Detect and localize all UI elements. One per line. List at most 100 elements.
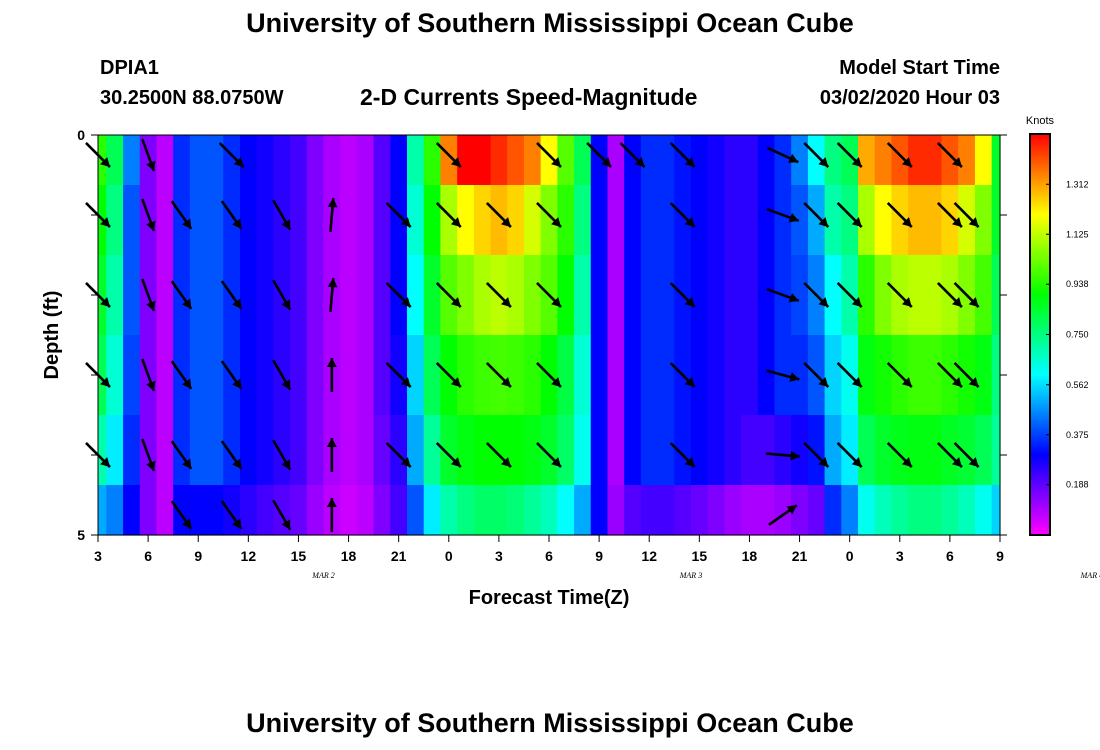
arrow-head bbox=[684, 457, 695, 468]
current-arrow bbox=[170, 200, 193, 230]
heatmap-cell bbox=[707, 185, 725, 256]
heatmap-cell bbox=[824, 255, 842, 336]
colorbar-tick-label: 0.938 bbox=[1066, 279, 1089, 289]
station-id: DPIA1 bbox=[100, 57, 159, 79]
heatmap-cell bbox=[624, 415, 642, 486]
heatmap-cell bbox=[306, 485, 325, 536]
colorbar-tick-label: 0.375 bbox=[1066, 430, 1089, 440]
x-tick-label: 18 bbox=[341, 548, 357, 564]
heatmap-cell bbox=[791, 185, 809, 256]
current-arrow bbox=[836, 142, 863, 168]
arrow-head bbox=[182, 378, 192, 389]
heatmap-cell bbox=[640, 415, 659, 486]
heatmap-cell bbox=[473, 255, 492, 336]
arrow-head bbox=[281, 459, 291, 470]
heatmap-cell bbox=[858, 415, 876, 486]
heatmap-cell bbox=[290, 185, 308, 256]
heatmap-cell bbox=[607, 335, 625, 416]
heatmap-cell bbox=[590, 335, 609, 416]
heatmap-cell bbox=[574, 485, 592, 536]
heatmap-cell bbox=[657, 135, 675, 186]
model-start-label: Model Start Time bbox=[839, 57, 1000, 79]
heatmap-cell bbox=[908, 255, 926, 336]
heatmap-cell bbox=[640, 485, 659, 536]
arrow-head bbox=[684, 377, 695, 388]
heatmap-cell bbox=[824, 485, 842, 536]
heatmap-cell bbox=[874, 255, 893, 336]
heatmap-cell bbox=[373, 485, 391, 536]
heatmap-cell bbox=[624, 335, 642, 416]
heatmap-cell bbox=[407, 335, 425, 416]
arrow-head bbox=[684, 297, 695, 308]
arrow-head bbox=[232, 218, 242, 229]
heatmap-cell bbox=[440, 415, 458, 486]
heatmap-cell bbox=[824, 185, 842, 256]
heatmap-cell bbox=[774, 485, 792, 536]
heatmap-cell bbox=[290, 255, 308, 336]
arrow-head bbox=[182, 458, 192, 469]
heatmap-cell bbox=[557, 335, 575, 416]
heatmap-cell bbox=[206, 135, 224, 186]
heatmap-cell bbox=[523, 185, 542, 256]
heatmap-cell bbox=[991, 185, 1001, 256]
current-arrow bbox=[326, 358, 337, 392]
heatmap-cell bbox=[106, 485, 124, 536]
heatmap-cell bbox=[991, 485, 1001, 536]
heatmap-cell bbox=[98, 415, 107, 486]
x-tick-label: 0 bbox=[846, 548, 854, 564]
current-arrow bbox=[326, 438, 337, 472]
heatmap-cell bbox=[690, 415, 709, 486]
heatmap-cell bbox=[991, 255, 1001, 336]
heatmap-cell bbox=[724, 485, 742, 536]
x-tick-label: 9 bbox=[996, 548, 1004, 564]
arrow-head bbox=[100, 377, 111, 388]
heatmap-cell bbox=[774, 185, 792, 256]
heatmap-cell bbox=[189, 415, 208, 486]
current-arrow bbox=[435, 282, 462, 308]
current-arrow bbox=[141, 278, 156, 312]
heatmap-cell bbox=[590, 135, 609, 186]
current-arrow bbox=[836, 202, 863, 228]
heatmap-cell bbox=[974, 415, 993, 486]
heatmap-cell bbox=[239, 255, 258, 336]
heatmap-cell bbox=[624, 255, 642, 336]
heatmap-cell bbox=[891, 415, 909, 486]
heatmap-cell bbox=[490, 415, 508, 486]
heatmap-cell bbox=[674, 485, 692, 536]
heatmap-cell bbox=[356, 185, 375, 256]
arrow-head bbox=[551, 377, 562, 388]
current-arrows bbox=[85, 138, 980, 532]
heatmap-cell bbox=[490, 135, 508, 186]
heatmap-cell bbox=[657, 185, 675, 256]
heatmap-cell bbox=[858, 185, 876, 256]
heatmap-cell bbox=[941, 415, 959, 486]
heatmap-cell bbox=[356, 135, 375, 186]
x-tick-label: 3 bbox=[896, 548, 904, 564]
x-tick-label: 21 bbox=[391, 548, 407, 564]
heatmap-cell bbox=[841, 135, 859, 186]
heatmap-cell bbox=[256, 255, 274, 336]
heatmap-cell bbox=[824, 135, 842, 186]
heatmap-cell bbox=[690, 185, 709, 256]
heatmap-cell bbox=[640, 335, 659, 416]
heatmap-cell bbox=[741, 415, 759, 486]
arrow-head bbox=[851, 457, 862, 468]
heatmap-cell bbox=[540, 185, 558, 256]
heatmap-cell bbox=[607, 185, 625, 256]
heatmap-cell bbox=[557, 485, 575, 536]
heatmap-cell bbox=[423, 185, 442, 256]
current-arrow bbox=[886, 362, 913, 388]
heatmap-cell bbox=[306, 185, 325, 256]
current-arrow bbox=[220, 200, 243, 230]
heatmap-cell bbox=[974, 335, 993, 416]
current-arrow bbox=[803, 362, 830, 388]
current-arrow bbox=[485, 362, 512, 388]
heatmap-cell bbox=[356, 485, 375, 536]
current-arrow bbox=[385, 282, 412, 308]
heatmap-cell bbox=[123, 185, 141, 256]
heatmap-cell bbox=[390, 135, 408, 186]
heatmap-cell bbox=[373, 135, 391, 186]
arrow-head bbox=[100, 457, 111, 468]
x-tick-label: 21 bbox=[792, 548, 808, 564]
current-arrow bbox=[669, 142, 696, 168]
